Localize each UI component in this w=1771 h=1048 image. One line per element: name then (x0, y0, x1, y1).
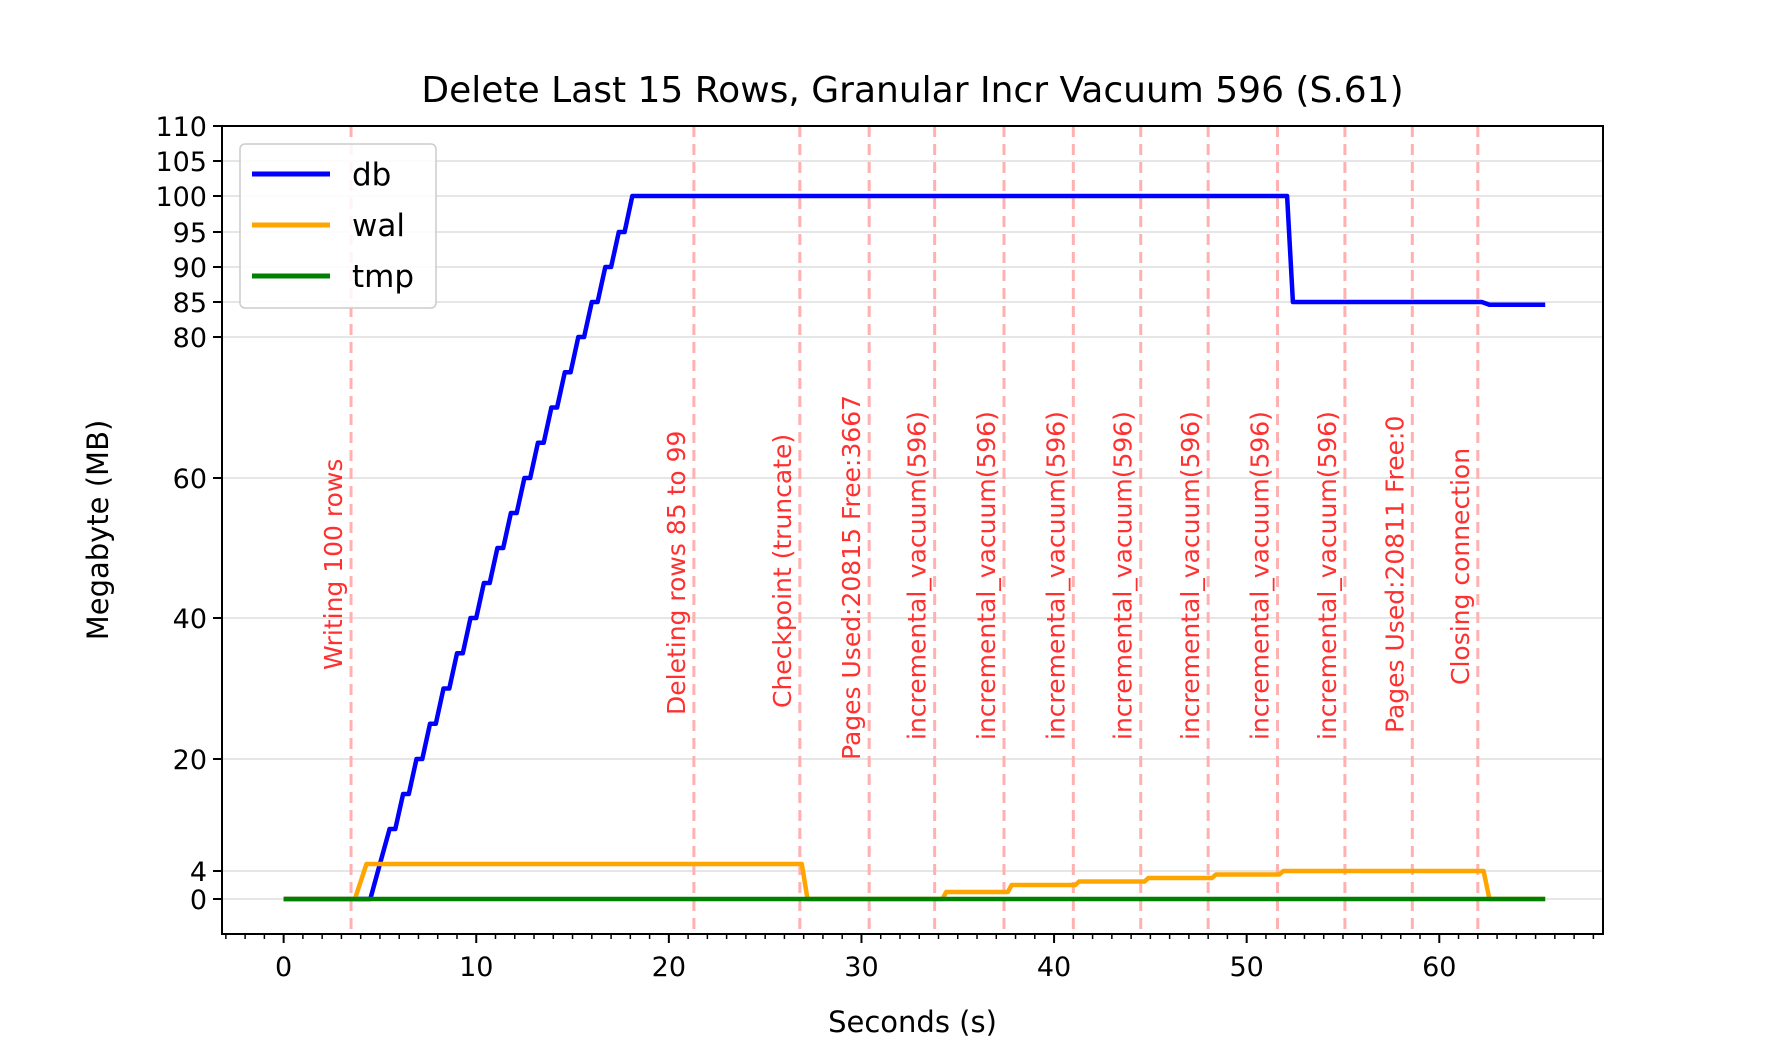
chart-title: Delete Last 15 Rows, Granular Incr Vacuu… (421, 70, 1403, 111)
annotation-label: Closing connection (1446, 448, 1475, 685)
y-tick-label: 105 (155, 147, 207, 178)
annotation-label: Deleting rows 85 to 99 (662, 431, 691, 715)
legend-box (239, 143, 437, 309)
annotation-label: Writing 100 rows (319, 459, 348, 670)
annotation-label: incremental_vacuum(596) (1041, 411, 1070, 740)
series-lines (283, 193, 1546, 902)
y-tick-label: 80 (173, 323, 207, 354)
x-tick-label: 60 (1422, 952, 1456, 983)
annotation-label: Checkpoint (truncate) (768, 434, 797, 708)
x-tick-label: 0 (275, 952, 292, 983)
y-tick-label: 20 (173, 745, 207, 776)
y-tick-label: 100 (155, 182, 207, 213)
annotation-label: incremental_vacuum(596) (1245, 411, 1274, 740)
annotation-label: incremental_vacuum(596) (1313, 411, 1342, 740)
legend-entry-tmp: tmp (352, 259, 414, 295)
y-tick-label: 85 (173, 288, 207, 319)
x-tick-label: 50 (1229, 952, 1263, 983)
plot-frame (221, 125, 1604, 935)
event-annotations: Writing 100 rows Deleting rows 85 to 99 Ch… (319, 126, 1480, 934)
y-tick-label: 110 (155, 112, 207, 143)
annotation-label: incremental_vacuum(596) (972, 411, 1001, 740)
x-axis-label: Seconds (s) (828, 1005, 997, 1039)
legend-entry-db: db (352, 157, 391, 193)
x-tick-label: 10 (459, 952, 493, 983)
legend-entry-wal: wal (352, 208, 405, 244)
legend: db wal tmp (239, 143, 437, 309)
annotation-label: Pages Used:20811 Free:0 (1380, 416, 1409, 733)
series-line-wal (283, 861, 1546, 902)
y-tick-label: 40 (173, 604, 207, 635)
y-tick-label: 95 (173, 218, 207, 249)
series-line-db (283, 193, 1546, 902)
x-axis: 0 10 20 30 40 50 60 (225, 934, 1595, 983)
annotation-label: incremental_vacuum(596) (903, 411, 932, 740)
x-tick-label: 20 (652, 952, 686, 983)
annotation-label: incremental_vacuum(596) (1109, 411, 1138, 740)
y-axis-label: Megabyte (MB) (81, 420, 115, 641)
y-tick-label: 0 (190, 885, 207, 916)
y-tick-label: 60 (173, 464, 207, 495)
y-tick-label: 4 (190, 857, 207, 888)
y-tick-label: 90 (173, 253, 207, 284)
annotation-label: Pages Used:20815 Free:3667 (837, 395, 866, 760)
x-tick-label: 40 (1037, 952, 1071, 983)
x-tick-label: 30 (844, 952, 878, 983)
annotation-label: incremental_vacuum(596) (1176, 411, 1205, 740)
y-axis: 04 20 40 60 80 85 90 95 100 105 110 (155, 112, 222, 916)
